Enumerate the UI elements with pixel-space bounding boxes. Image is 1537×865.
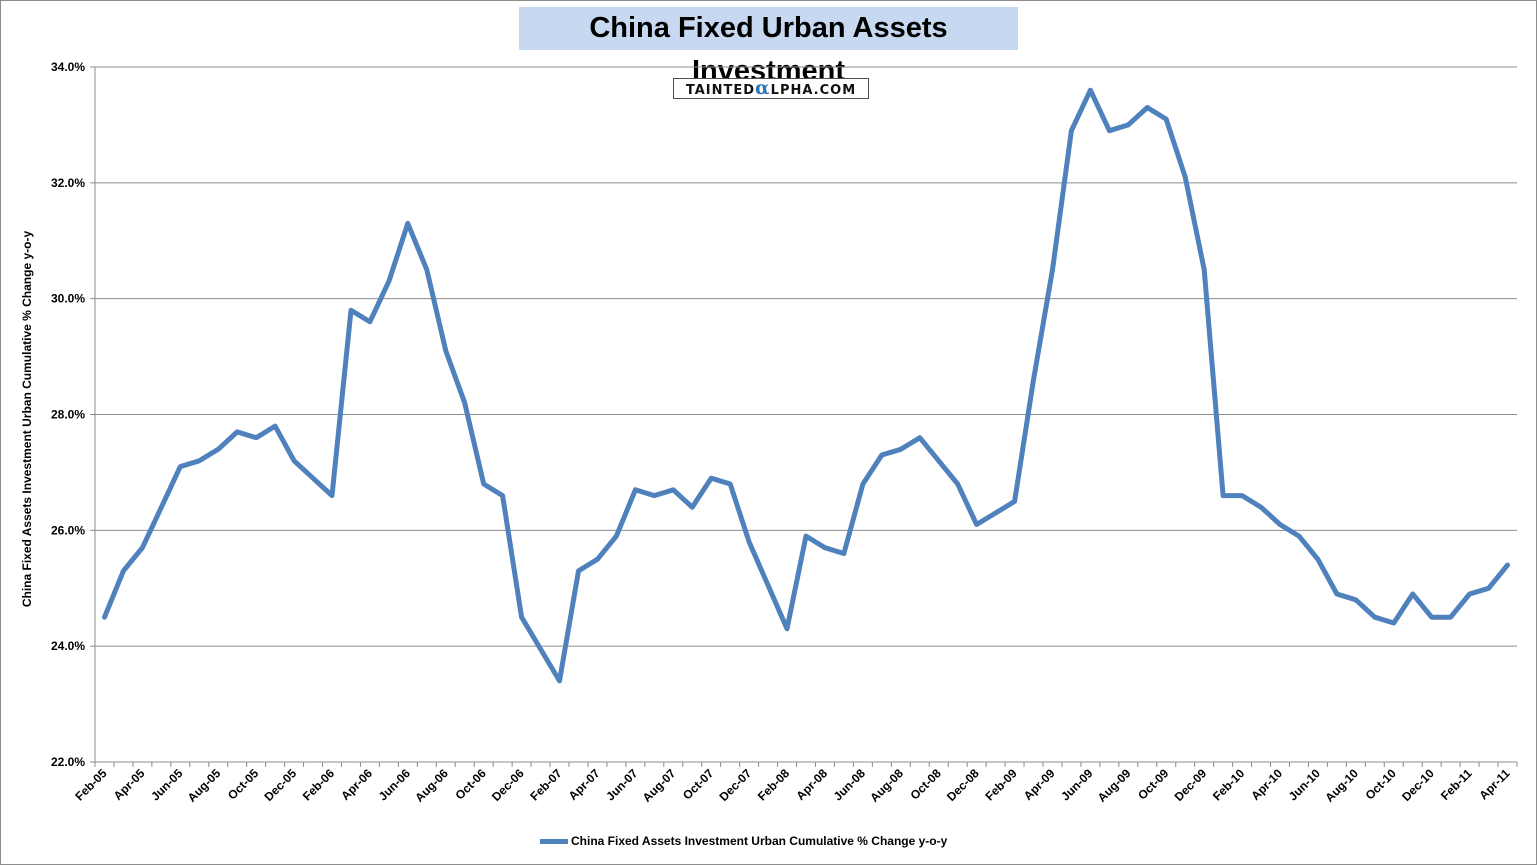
watermark-text-pre: TAINTED	[685, 83, 756, 98]
x-tick-label: Aug-05	[185, 766, 224, 805]
x-tick-label: Jun-10	[1286, 766, 1323, 803]
x-tick-label: Aug-07	[640, 766, 679, 805]
legend-swatch	[540, 838, 568, 844]
x-tick-label: Jun-05	[148, 766, 185, 803]
x-tick-label: Aug-09	[1095, 766, 1134, 805]
x-tick-label: Oct-07	[680, 766, 717, 803]
x-tick-label: Apr-05	[111, 766, 148, 803]
x-tick-label: Dec-08	[944, 766, 982, 804]
x-tick-label: Apr-11	[1476, 766, 1513, 803]
x-tick-label: Aug-08	[867, 766, 906, 805]
y-tick-label: 24.0%	[51, 639, 85, 653]
x-tick-label: Feb-10	[1210, 766, 1247, 803]
x-tick-label: Jun-07	[603, 766, 640, 803]
series-line	[102, 87, 1510, 684]
y-tick-label: 32.0%	[51, 176, 85, 190]
x-tick-label: Dec-10	[1399, 766, 1437, 804]
x-tick-label: Oct-10	[1363, 766, 1400, 803]
x-tick-label: Feb-08	[755, 766, 792, 803]
watermark-logo: TAINTEDαLPHA.COM	[673, 78, 869, 99]
x-tick-label: Oct-05	[225, 766, 262, 803]
x-tick-label: Apr-09	[1021, 766, 1058, 803]
x-tick-label: Feb-06	[300, 766, 337, 803]
legend: China Fixed Assets Investment Urban Cumu…	[540, 832, 947, 850]
x-tick-label: Apr-10	[1248, 766, 1285, 803]
x-tick-label: Apr-08	[793, 766, 830, 803]
watermark-alpha-icon: α	[755, 77, 771, 99]
y-tick-label: 22.0%	[51, 755, 85, 769]
gridlines	[95, 66, 1517, 647]
x-tick-label: Feb-05	[72, 766, 109, 803]
y-tick-labels: 22.0% 24.0% 26.0% 28.0% 30.0% 32.0% 34.0%	[51, 60, 85, 769]
x-tick-labels: Feb-05 Apr-05 Jun-05 Aug-05 Oct-05 Dec-05 Feb-…	[72, 766, 1513, 805]
axes	[90, 66, 1518, 767]
watermark-text-post: LPHA.COM	[770, 83, 857, 98]
x-tick-label: Aug-10	[1322, 766, 1361, 805]
x-tick-label: Dec-06	[489, 766, 527, 804]
x-tick-label: Dec-05	[261, 766, 299, 804]
y-tick-label: 34.0%	[51, 60, 85, 74]
y-tick-label: 26.0%	[51, 523, 85, 537]
y-tick-label: 28.0%	[51, 408, 85, 422]
x-tick-label: Oct-09	[1135, 766, 1172, 803]
x-tick-label: Apr-06	[338, 766, 375, 803]
x-tick-label: Feb-11	[1438, 766, 1475, 803]
x-tick-label: Dec-07	[717, 766, 755, 804]
x-tick-label: Feb-07	[527, 766, 564, 803]
x-tick-label: Oct-06	[452, 766, 489, 803]
x-tick-label: Aug-06	[412, 766, 451, 805]
series-layer	[102, 87, 1510, 684]
x-tick-label: Jun-09	[1058, 766, 1095, 803]
x-tick-label: Dec-09	[1172, 766, 1210, 804]
y-tick-label: 30.0%	[51, 292, 85, 306]
x-tick-label: Apr-07	[566, 766, 603, 803]
x-tick-label: Jun-06	[376, 766, 413, 803]
x-tick-label: Jun-08	[831, 766, 868, 803]
x-tick-label: Feb-09	[982, 766, 1019, 803]
legend-label: China Fixed Assets Investment Urban Cumu…	[571, 834, 948, 848]
x-tick-label: Oct-08	[908, 766, 945, 803]
